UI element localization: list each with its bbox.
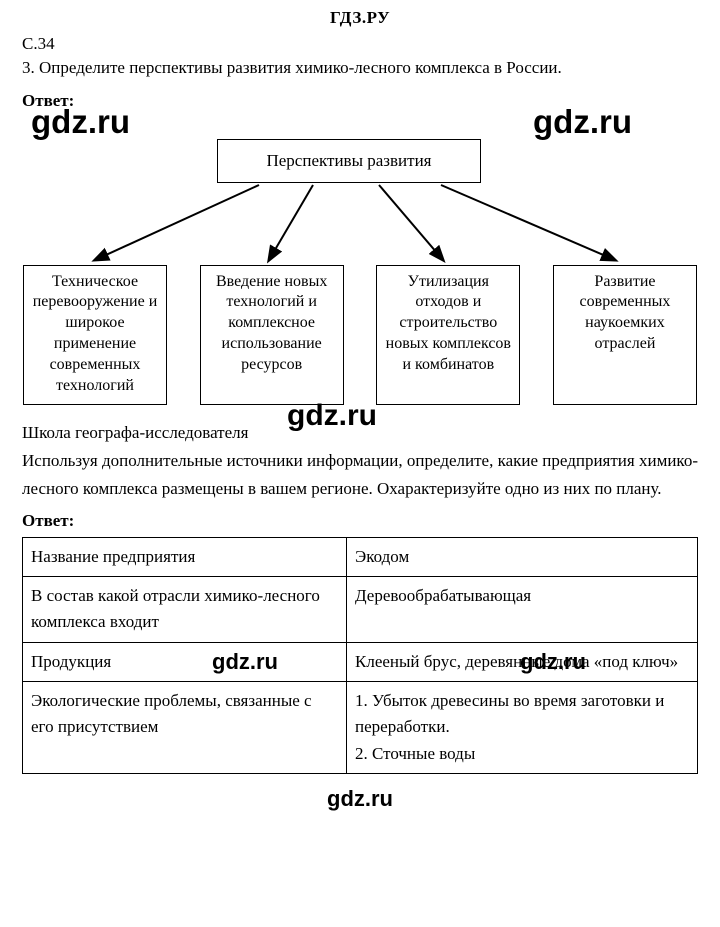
answer-table: Название предприятия Экодом В состав как…	[22, 537, 698, 774]
table-cell-label: Название предприятия	[23, 537, 347, 576]
diagram-children-row: Техническое перевооружение и широкое при…	[23, 265, 697, 406]
diagram-arrows	[23, 117, 697, 277]
table-cell-label: В состав какой отрасли химико-лесного ко…	[23, 577, 347, 643]
table-cell-value: Деревообрабатывающая	[347, 577, 698, 643]
footer-watermark: gdz.ru	[22, 786, 698, 812]
section-title: Школа географа-исследователя	[22, 423, 698, 443]
table-row: Название предприятия Экодом	[23, 537, 698, 576]
table-row: Продукция Клееный брус, деревянные дома …	[23, 642, 698, 681]
table-cell-label: Экологические проблемы, связанные с его …	[23, 682, 347, 774]
section-2: gdz.ru Школа географа-исследователя Испо…	[22, 423, 698, 775]
table-row: В состав какой отрасли химико-лесного ко…	[23, 577, 698, 643]
perspectives-diagram: gdz.ru gdz.ru Перспективы развития Техни…	[23, 117, 697, 417]
table-cell-value: 1. Убыток древесины во время заготовки и…	[347, 682, 698, 774]
site-header: ГДЗ.РУ	[22, 8, 698, 28]
diagram-child-node: Утилизация отходов и строительство новых…	[376, 265, 520, 406]
answer-table-wrap: Название предприятия Экодом В состав как…	[22, 537, 698, 774]
page: ГДЗ.РУ С.34 3. Определите перспективы ра…	[0, 0, 720, 832]
table-cell-value: Экодом	[347, 537, 698, 576]
page-reference: С.34	[22, 34, 698, 54]
table-cell-value: Клееный брус, деревянные дома «под ключ»	[347, 642, 698, 681]
diagram-child-node: Развитие современных наукоемких отраслей	[553, 265, 697, 406]
task-text: Используя дополнительные источники инфор…	[22, 447, 698, 503]
answer-label-2: Ответ:	[22, 511, 698, 531]
answer-label-1: Ответ:	[22, 91, 698, 111]
table-row: Экологические проблемы, связанные с его …	[23, 682, 698, 774]
table-cell-label: Продукция	[23, 642, 347, 681]
diagram-child-node: Техническое перевооружение и широкое при…	[23, 265, 167, 406]
diagram-child-node: Введение новых технологий и комплексное …	[200, 265, 344, 406]
question-text: 3. Определите перспективы развития химик…	[22, 56, 698, 81]
